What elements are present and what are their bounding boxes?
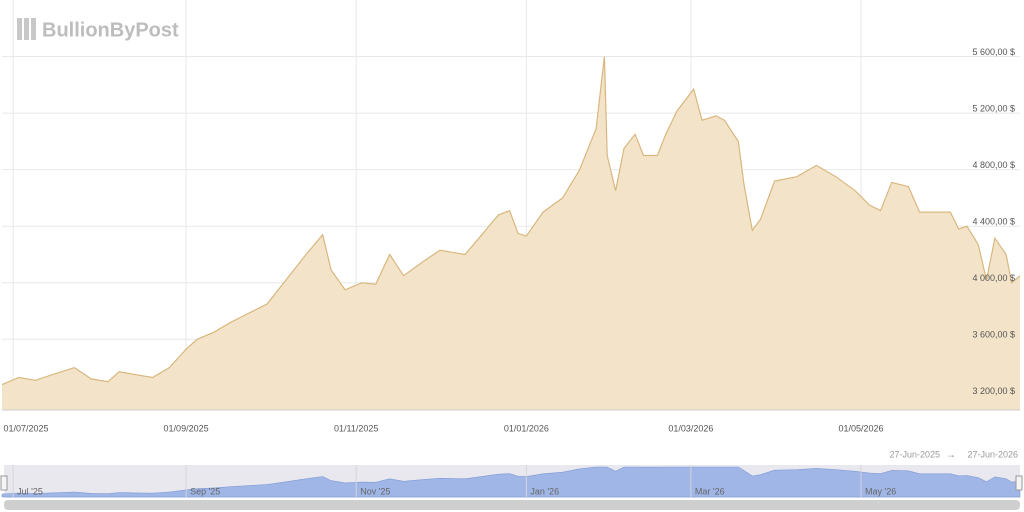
navigator-handle[interactable] — [0, 475, 8, 491]
y-tick-label: 4 400,00 $ — [972, 217, 1015, 227]
navigator-area — [1, 466, 1021, 498]
y-tick-label: 4 000,00 $ — [972, 273, 1015, 283]
navigator-tick-label: May '26 — [865, 486, 896, 496]
navigator-tick-label: Jan '26 — [530, 486, 559, 496]
x-tick-label: 01/01/2026 — [504, 423, 549, 433]
logo-bar — [31, 18, 36, 40]
y-tick-label: 5 600,00 $ — [972, 47, 1015, 57]
y-tick-label: 3 200,00 $ — [972, 386, 1015, 396]
x-tick-label: 01/11/2025 — [334, 423, 378, 433]
logo-bar — [24, 18, 29, 40]
x-tick-label: 01/07/2025 — [3, 423, 48, 433]
navigator-handle[interactable] — [1015, 475, 1023, 491]
y-tick-label: 5 200,00 $ — [972, 103, 1015, 113]
line — [1, 56, 1021, 386]
x-tick-label: 01/05/2026 — [839, 423, 884, 433]
navigator-tick-label: Nov '25 — [360, 486, 390, 496]
y-tick-label: 3 600,00 $ — [972, 330, 1015, 340]
watermark: BullionByPost — [42, 19, 179, 41]
logo-bar — [17, 18, 22, 40]
navigator-tick-label: Mar '26 — [695, 486, 725, 496]
navigator-tick-label: Sep '25 — [190, 486, 220, 496]
scrollbar[interactable] — [4, 500, 1020, 510]
navigator-tick-label: Jul '25 — [17, 486, 43, 496]
x-tick-label: 01/09/2025 — [164, 423, 209, 433]
range-to: 27-Jun-2026 — [967, 449, 1018, 459]
area — [2, 56, 1020, 410]
range-separator: → — [947, 449, 956, 459]
y-tick-label: 4 800,00 $ — [972, 160, 1015, 170]
logo: BullionByPost — [17, 18, 179, 41]
x-tick-label: 01/03/2026 — [668, 423, 713, 433]
range-from: 27-Jun-2025 — [889, 449, 940, 459]
